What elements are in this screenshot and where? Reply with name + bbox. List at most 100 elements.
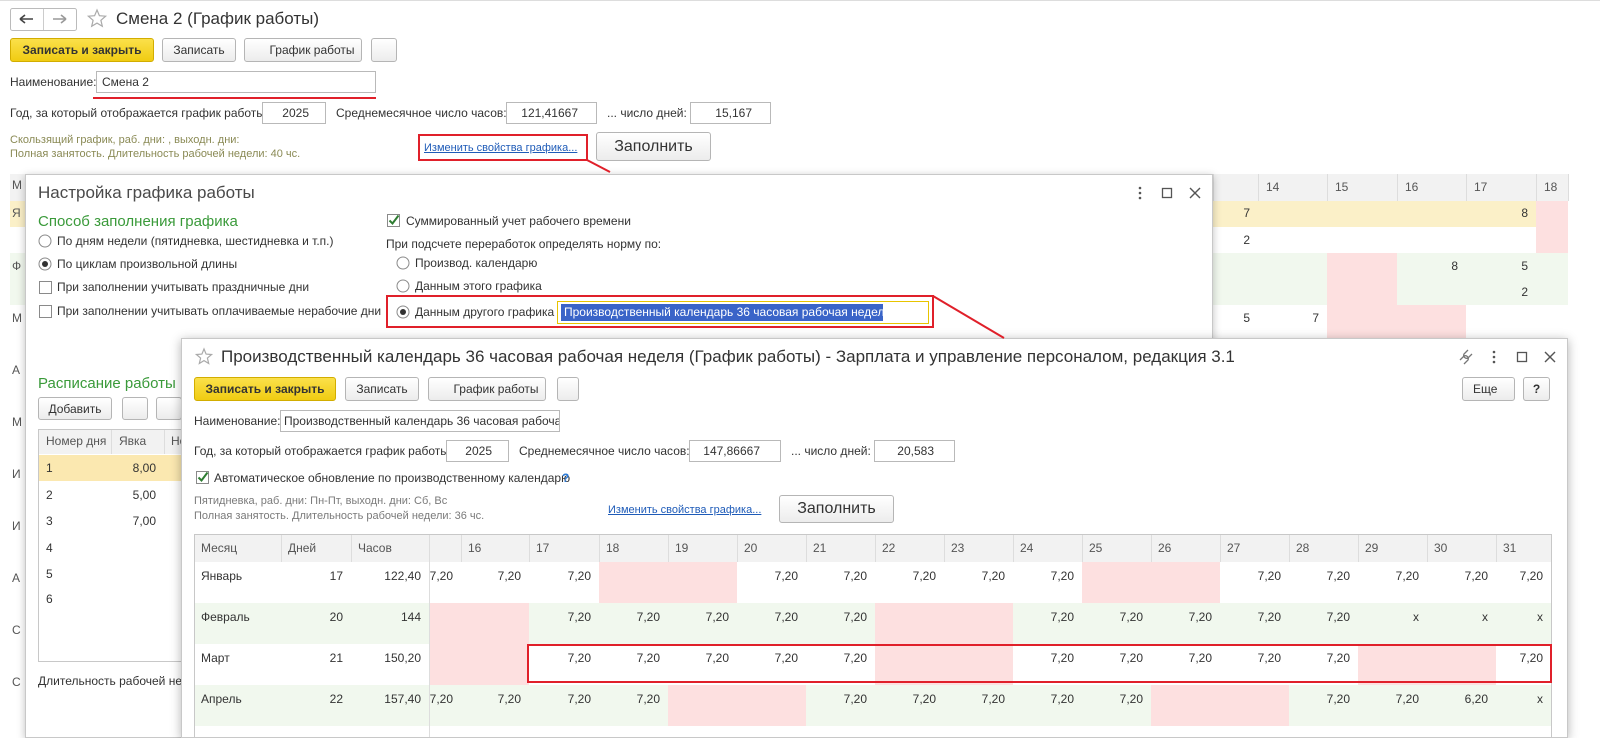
change-link[interactable]: Изменить свойства графика... [424, 142, 578, 154]
grid-cell: 7 [1312, 311, 1319, 325]
schedule-info: Полная занятость. Длительность рабочей н… [10, 148, 301, 160]
field-label: Наименование: [194, 414, 281, 428]
radio-button [396, 279, 410, 293]
checkbox-label[interactable]: При заполнении учитывать праздничные дни [57, 280, 310, 294]
day-cell: 7,20 [705, 610, 729, 624]
radio-label[interactable]: По циклам произвольной длины [57, 257, 238, 271]
field-label: Год, за который отображается график рабо… [194, 444, 453, 458]
grid-cell: 2 [1243, 233, 1250, 247]
button[interactable]: Записать [162, 38, 236, 62]
day-cell: 7,20 [843, 692, 867, 706]
day-cell: 7,20 [1326, 610, 1350, 624]
table-cell: 22 [329, 692, 343, 706]
change-link[interactable]: Изменить свойства графика... [608, 504, 762, 516]
button[interactable]: График работы [244, 38, 362, 62]
button[interactable]: Заполнить [596, 132, 711, 161]
table-cell: 21 [329, 651, 343, 665]
radio-label[interactable]: Производ. календарю [415, 256, 538, 270]
button[interactable]: Добавить [38, 397, 112, 420]
input-field[interactable]: 15,167 [690, 102, 771, 124]
column-header: 24 [1020, 541, 1034, 555]
weekend-cell [599, 562, 668, 603]
input-field[interactable]: Производственный календарь 36 часовая ра… [280, 410, 560, 432]
button[interactable]: График работы [428, 377, 546, 401]
column-header: 26 [1158, 541, 1172, 555]
check-mark [197, 471, 209, 483]
input-field[interactable]: 121,41667 [506, 102, 597, 124]
forward-arrow [53, 14, 67, 24]
table-cell: 6 [46, 592, 53, 606]
field-label: ... число дней: [791, 444, 871, 458]
weekend-cell [461, 603, 529, 644]
button[interactable]: Еще [1462, 377, 1515, 401]
button[interactable]: Записать [345, 377, 419, 401]
day-cell: 7,20 [912, 692, 936, 706]
help-mark[interactable]: ? [562, 471, 570, 485]
radio-label[interactable]: Данным этого графика [415, 279, 542, 293]
button[interactable]: Записать и закрыть [194, 377, 336, 401]
checkbox [39, 305, 52, 318]
grid-cell: 5 [1521, 259, 1528, 273]
checkbox-label[interactable]: При заполнении учитывать оплачиваемые не… [57, 304, 382, 318]
day-cell: 7,20 [567, 569, 591, 583]
weekend-cell [1082, 562, 1151, 603]
field-label: Среднемесячное число часов: [519, 444, 690, 458]
checkbox [39, 281, 52, 294]
day-cell: 7,20 [497, 569, 521, 583]
day-cell: 6,20 [1464, 692, 1488, 706]
column-header: Часов [358, 541, 392, 555]
input-field[interactable]: Смена 2 [96, 71, 376, 93]
table-header [195, 535, 1551, 562]
weekend-cell [461, 644, 529, 685]
input-field[interactable]: 20,583 [874, 440, 955, 462]
day-cell: x [1537, 610, 1543, 624]
input-field[interactable]: 2025 [446, 440, 509, 462]
button[interactable] [371, 38, 397, 62]
weekend-cell [429, 603, 461, 644]
field-label: Год, за который отображается график рабо… [10, 106, 269, 120]
checkbox-label[interactable]: Автоматическое обновление по производств… [214, 471, 571, 485]
alt-row [195, 685, 1551, 726]
field-label: Среднемесячное число часов: [336, 106, 507, 120]
day-cell: 7,20 [1395, 569, 1419, 583]
button[interactable] [156, 397, 182, 420]
button[interactable] [557, 377, 579, 401]
weekend-cell [1151, 562, 1220, 603]
day-cell: 7,20 [774, 569, 798, 583]
column-header: 16 [468, 541, 482, 555]
column-header: Дней [288, 541, 317, 555]
button[interactable] [122, 397, 148, 420]
radio-label[interactable]: Данным другого графика [415, 305, 555, 319]
day-cell: 7,20 [843, 651, 867, 665]
row-label: А [12, 571, 21, 585]
menu-icon [1492, 355, 1496, 359]
day-cell: 7,20 [429, 569, 453, 583]
weekend-cell [1327, 253, 1397, 338]
table-cell: 17 [329, 569, 343, 583]
field-label: ... число дней: [607, 106, 687, 120]
section-title: Расписание работы [38, 375, 176, 392]
table-cell: 20 [329, 610, 343, 624]
day-cell: 7,20 [567, 610, 591, 624]
column-header: 31 [1503, 541, 1517, 555]
window-title: Смена 2 (График работы) [116, 9, 320, 28]
button[interactable]: Записать и закрыть [10, 38, 154, 62]
check-mark [388, 214, 400, 226]
input-field[interactable]: 147,86667 [689, 440, 781, 462]
day-cell: 7,20 [636, 692, 660, 706]
table-cell: 157,40 [384, 692, 421, 706]
button[interactable]: ? [1523, 377, 1550, 401]
radio-label[interactable]: По дням недели (пятидневка, шестидневка … [57, 234, 334, 248]
weekend-cell [737, 685, 806, 726]
month-name: Февраль [201, 610, 250, 624]
button[interactable]: Заполнить [779, 495, 894, 523]
weekend-cell [1220, 685, 1289, 726]
column-header: Номер дня [46, 434, 107, 448]
day-cell: 7,20 [1395, 692, 1419, 706]
month-name: Апрель [201, 692, 242, 706]
checkbox-label[interactable]: Суммированный учет рабочего времени [406, 214, 631, 228]
column-header: 15 [1335, 180, 1349, 194]
input-field[interactable]: 2025 [262, 102, 326, 124]
day-cell: 7,20 [843, 610, 867, 624]
row-label: А [12, 363, 21, 377]
